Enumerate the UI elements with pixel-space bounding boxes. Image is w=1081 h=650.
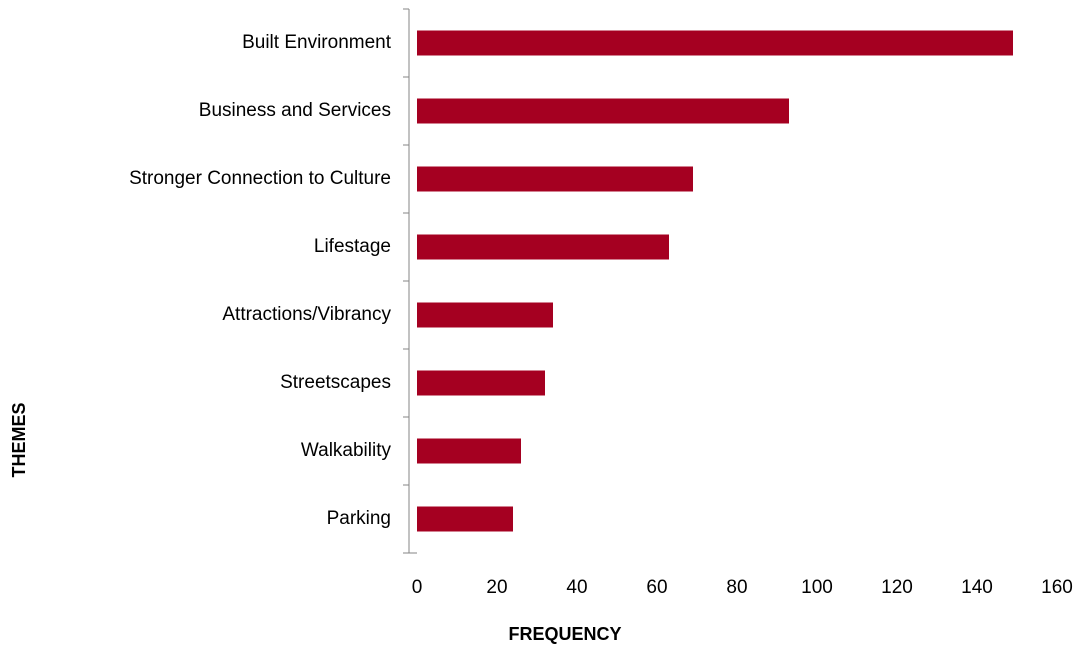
x-tick-label: 80	[726, 577, 747, 598]
y-tick-label: Streetscapes	[280, 372, 391, 393]
x-tick-label: 0	[412, 577, 423, 598]
bar	[417, 370, 545, 396]
bar	[417, 234, 669, 260]
y-tick-label: Walkability	[301, 440, 392, 461]
bar	[417, 302, 553, 328]
y-tick-label: Built Environment	[242, 32, 392, 53]
x-axis-title: FREQUENCY	[508, 624, 621, 644]
bar	[417, 166, 693, 192]
x-tick-label: 120	[881, 577, 913, 598]
x-tick-label: 60	[646, 577, 667, 598]
x-tick-label: 140	[961, 577, 993, 598]
y-tick-label: Business and Services	[199, 100, 391, 121]
bar	[417, 506, 513, 532]
y-tick-label: Parking	[327, 508, 391, 529]
y-axis-title: THEMES	[9, 402, 29, 477]
bar	[417, 438, 521, 464]
x-tick-label: 40	[566, 577, 587, 598]
y-tick-label: Attractions/Vibrancy	[222, 304, 391, 325]
bar	[417, 98, 789, 124]
x-tick-label: 20	[486, 577, 507, 598]
y-tick-label: Stronger Connection to Culture	[129, 168, 391, 189]
bar	[417, 30, 1013, 56]
y-tick-label: Lifestage	[314, 236, 391, 257]
x-tick-label: 100	[801, 577, 833, 598]
x-tick-label: 160	[1041, 577, 1073, 598]
